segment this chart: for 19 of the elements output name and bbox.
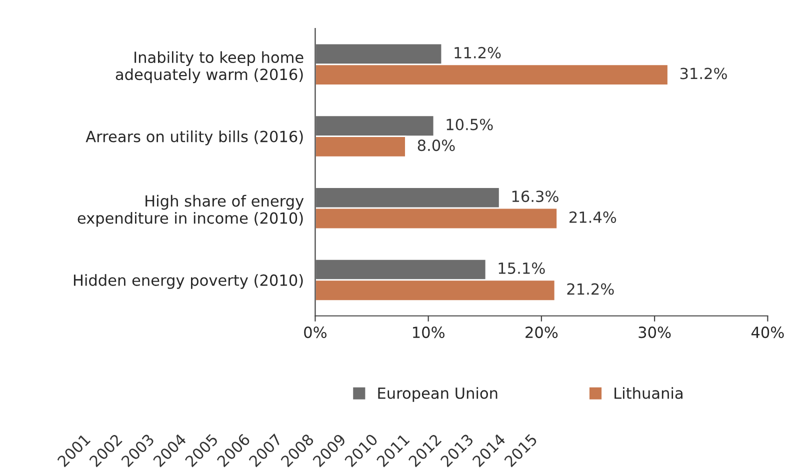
x-tick-label: 0% bbox=[304, 326, 326, 338]
data-label: 21.4% bbox=[570, 211, 616, 223]
legend-label: European Union bbox=[378, 387, 498, 402]
data-label: 21.2% bbox=[567, 283, 614, 295]
y-tick-label: Arrears on utility bills (2016) bbox=[86, 130, 303, 146]
data-label: 11.2% bbox=[454, 46, 501, 58]
data-label: 15.1% bbox=[498, 262, 545, 274]
data-label: 10.5% bbox=[446, 118, 493, 130]
x-tick-label: 40% bbox=[751, 326, 784, 338]
y-tick-label: Inability to keep home adequately warm (2016) bbox=[116, 51, 304, 84]
legend-label: Lithuania bbox=[614, 387, 682, 399]
x-tick-label: 10% bbox=[413, 326, 444, 338]
y-tick-label: High share of energy expenditure in income (2010) bbox=[78, 194, 304, 227]
data-label: 31.2% bbox=[680, 68, 727, 80]
y-tick-label: Hidden energy poverty (2010) bbox=[74, 274, 303, 289]
data-label: 16.3% bbox=[512, 190, 558, 202]
data-label: 8.0% bbox=[418, 140, 455, 152]
x-tick-label: 20% bbox=[526, 326, 558, 338]
x-tick-label: 30% bbox=[638, 326, 671, 338]
